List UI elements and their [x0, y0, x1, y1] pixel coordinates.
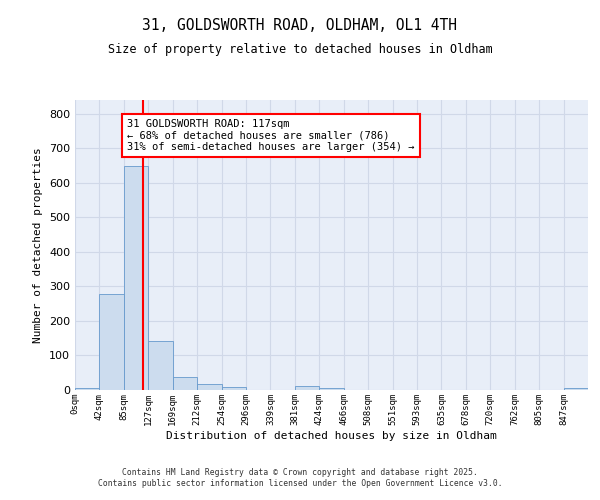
Bar — [148, 341, 173, 390]
Bar — [173, 377, 197, 390]
Text: 31, GOLDSWORTH ROAD, OLDHAM, OL1 4TH: 31, GOLDSWORTH ROAD, OLDHAM, OL1 4TH — [143, 18, 458, 32]
Bar — [221, 387, 246, 390]
Text: 31 GOLDSWORTH ROAD: 117sqm
← 68% of detached houses are smaller (786)
31% of sem: 31 GOLDSWORTH ROAD: 117sqm ← 68% of deta… — [127, 119, 415, 152]
Y-axis label: Number of detached properties: Number of detached properties — [34, 147, 43, 343]
Bar — [563, 388, 588, 390]
Bar — [75, 388, 100, 390]
Bar — [197, 384, 221, 390]
Text: Size of property relative to detached houses in Oldham: Size of property relative to detached ho… — [107, 42, 493, 56]
X-axis label: Distribution of detached houses by size in Oldham: Distribution of detached houses by size … — [166, 430, 497, 440]
Bar — [124, 166, 148, 390]
Bar — [319, 388, 344, 390]
Bar — [295, 386, 319, 390]
Bar — [100, 294, 124, 390]
Text: Contains HM Land Registry data © Crown copyright and database right 2025.
Contai: Contains HM Land Registry data © Crown c… — [98, 468, 502, 487]
